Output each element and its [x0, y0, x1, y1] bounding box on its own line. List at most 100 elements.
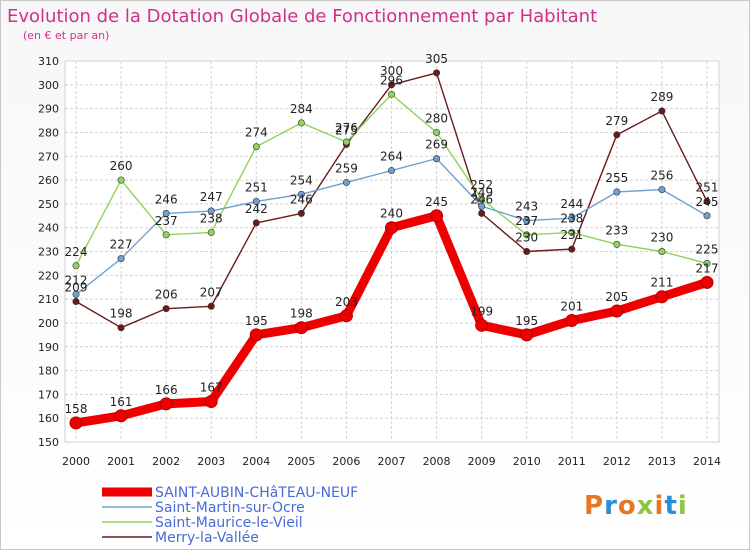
data-point: [72, 290, 80, 298]
data-label: 243: [515, 200, 538, 214]
data-point: [520, 328, 534, 342]
data-point: [613, 188, 621, 196]
data-point: [249, 328, 263, 342]
chart-subtitle: (en € et par an): [23, 29, 110, 42]
data-point: [69, 416, 83, 430]
data-point: [204, 395, 218, 409]
data-label: 227: [110, 238, 133, 252]
x-tick-label: 2008: [423, 455, 451, 468]
data-point: [162, 231, 170, 239]
data-label: 274: [245, 126, 268, 140]
data-label: 251: [245, 180, 268, 194]
y-tick-label: 280: [38, 126, 59, 139]
data-point: [297, 119, 305, 127]
data-label: 276: [335, 121, 358, 135]
y-tick-label: 210: [38, 293, 59, 306]
data-point: [523, 248, 531, 256]
y-tick-label: 270: [38, 150, 59, 163]
data-label: 238: [560, 211, 583, 225]
data-label: 198: [290, 307, 313, 321]
data-label: 217: [696, 261, 719, 275]
x-tick-label: 2009: [468, 455, 496, 468]
y-tick-label: 190: [38, 341, 59, 354]
data-label: 260: [110, 159, 133, 173]
data-label: 246: [290, 192, 313, 206]
data-point: [658, 248, 666, 256]
data-label: 201: [560, 300, 583, 314]
x-tick-label: 2003: [197, 455, 225, 468]
data-point: [658, 107, 666, 115]
data-point: [433, 69, 441, 77]
data-label: 259: [335, 161, 358, 175]
data-label: 233: [605, 223, 628, 237]
data-point: [387, 81, 395, 89]
data-point: [162, 209, 170, 217]
data-label: 206: [155, 288, 178, 302]
data-label: 238: [200, 211, 223, 225]
data-point: [610, 304, 624, 318]
data-label: 195: [515, 314, 538, 328]
data-label: 161: [110, 395, 133, 409]
data-label: 251: [696, 180, 719, 194]
data-label: 264: [380, 150, 403, 164]
data-point: [703, 212, 711, 220]
data-point: [478, 195, 486, 203]
data-point: [565, 314, 579, 328]
data-point: [114, 409, 128, 423]
data-label: 237: [155, 214, 178, 228]
data-point: [703, 259, 711, 267]
data-point: [252, 197, 260, 205]
data-label: 230: [515, 231, 538, 245]
x-tick-label: 2006: [332, 455, 360, 468]
y-tick-label: 180: [38, 365, 59, 378]
data-point: [613, 240, 621, 248]
data-point: [387, 90, 395, 98]
x-tick-label: 2000: [62, 455, 90, 468]
y-tick-label: 290: [38, 103, 59, 116]
data-point: [703, 197, 711, 205]
data-label: 244: [560, 197, 583, 211]
data-label: 198: [110, 307, 133, 321]
logo-letter: o: [617, 491, 637, 521]
data-label: 242: [245, 202, 268, 216]
data-label: 158: [65, 402, 88, 416]
data-label: 249: [470, 185, 493, 199]
y-tick-label: 260: [38, 174, 59, 187]
data-label: 279: [605, 114, 628, 128]
data-label: 256: [650, 169, 673, 183]
y-tick-label: 300: [38, 79, 59, 92]
data-label: 247: [200, 190, 223, 204]
proxiti-logo: Proxiti: [584, 491, 688, 521]
data-point: [297, 190, 305, 198]
y-tick-label: 250: [38, 198, 59, 211]
data-label: 255: [605, 171, 628, 185]
data-label: 269: [425, 138, 448, 152]
data-point: [72, 298, 80, 306]
data-point: [294, 321, 308, 335]
data-label: 203: [335, 295, 358, 309]
chart-title: Evolution de la Dotation Globale de Fonc…: [7, 6, 598, 27]
logo-letter: i: [654, 491, 665, 521]
legend-label: Saint-Martin-sur-Ocre: [155, 500, 305, 516]
data-point: [655, 290, 669, 304]
y-tick-label: 150: [38, 436, 59, 449]
data-point: [117, 324, 125, 332]
y-tick-label: 310: [38, 55, 59, 68]
data-label: 212: [65, 273, 88, 287]
logo-letter: r: [604, 491, 618, 521]
logo-letter: P: [584, 491, 605, 521]
data-point: [433, 155, 441, 163]
data-point: [613, 131, 621, 139]
x-tick-label: 2007: [378, 455, 406, 468]
logo-letter: x: [636, 491, 655, 521]
y-tick-label: 170: [38, 388, 59, 401]
data-label: 237: [515, 214, 538, 228]
data-label: 231: [560, 228, 583, 242]
data-label: 289: [650, 90, 673, 104]
data-point: [478, 202, 486, 210]
y-tick-label: 240: [38, 222, 59, 235]
data-label: 209: [65, 281, 88, 295]
data-label: 166: [155, 383, 178, 397]
data-point: [523, 231, 531, 239]
